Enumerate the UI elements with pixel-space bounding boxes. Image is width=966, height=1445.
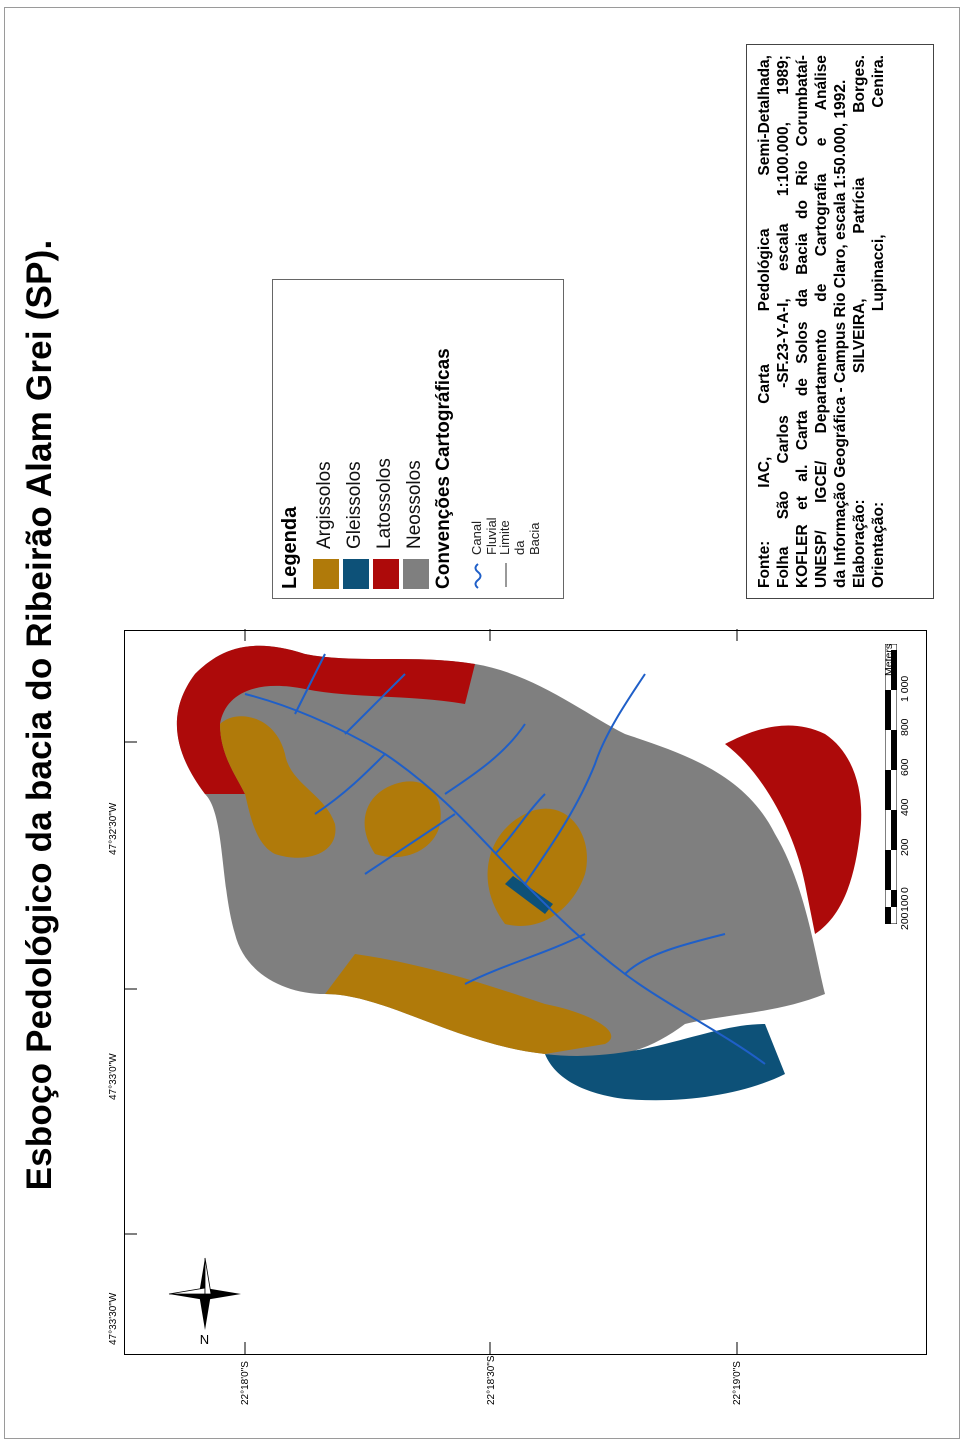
source-word: KOFLER: [794, 524, 811, 588]
source-word: Patrícia: [851, 177, 868, 234]
argissolos-region-south: [364, 781, 441, 858]
source-word: Orientação:: [870, 501, 887, 588]
source-word: 1:100.000,: [775, 122, 792, 197]
source-word: Elaboração:: [851, 499, 868, 588]
drainage-network: [244, 653, 766, 1065]
scale-unit: Meters: [883, 643, 895, 676]
source-word: Pedológica: [756, 228, 773, 312]
gleissolos-swatch: [343, 559, 369, 589]
source-word: -SF.23-Y-A-I,: [775, 298, 792, 388]
source-line-6: Elaboração: SILVEIRA, Patrícia Borges.: [850, 55, 869, 588]
gleissolos-region-center: [505, 876, 553, 914]
convention-label: Canal Fluvial: [469, 517, 499, 555]
source-word: al.: [794, 464, 811, 482]
scale-label-200a: 200: [899, 912, 911, 930]
source-word: e: [813, 137, 830, 147]
source-word: São: [775, 490, 792, 520]
argissolos-region-west: [325, 954, 612, 1054]
source-word: Carta: [756, 364, 773, 404]
scale-label-0: 0: [899, 887, 911, 893]
scale-bar-graphic: [885, 644, 897, 924]
source-word: Rio: [794, 160, 811, 186]
source-word: Carta: [794, 410, 811, 451]
legend-label: Argissolos: [314, 461, 335, 549]
legend: Legenda Argissolos Gleissolos Latossolos…: [272, 279, 564, 599]
convention-label: Limite da Bacia: [497, 520, 542, 555]
argissolos-region: [220, 716, 336, 858]
north-arrow: N: [165, 1254, 245, 1347]
source-line-2: Folha São Carlos -SF.23-Y-A-I, escala 1:…: [774, 55, 793, 588]
legend-label: Neossolos: [404, 460, 425, 549]
scale-label-100: 100: [899, 894, 911, 912]
neossolos-swatch: [403, 559, 429, 589]
source-word: de: [813, 283, 830, 302]
source-word: Carlos: [775, 415, 792, 464]
latossolos-region: [176, 645, 475, 794]
latossolos-swatch: [373, 559, 399, 589]
longitude-label-1: 47°33'30"W: [108, 1292, 119, 1345]
source-word: da Informação Geográfica - Campus Rio Cl…: [832, 79, 849, 588]
source-word: Corumbataí-: [794, 55, 811, 147]
source-line-3: KOFLER et al. Carta de Solos da Bacia do…: [793, 55, 812, 588]
source-word: et: [794, 496, 811, 510]
source-word: SILVEIRA,: [851, 298, 868, 374]
source-word: Cenira.: [870, 55, 887, 108]
source-word: Fonte:: [756, 540, 773, 588]
source-word: do: [794, 200, 811, 219]
source-word: de: [794, 378, 811, 397]
soil-map: [125, 629, 862, 1354]
longitude-label-2: 47°33'0"W: [108, 1053, 119, 1100]
source-word: Análise: [813, 55, 830, 111]
scale-label-200: 200: [899, 838, 911, 856]
scale-label-800: 800: [899, 718, 911, 736]
frame-ticks: [125, 629, 738, 1354]
compass-rose-icon: [168, 1257, 241, 1330]
source-word: Cartografia: [813, 173, 830, 257]
source-line-4: UNESP/ IGCE/ Departamento de Cartografia…: [812, 55, 831, 588]
legend-label: Latossolos: [374, 458, 395, 549]
source-line-7: Orientação: Lupinacci, Cenira.: [869, 55, 888, 588]
north-label: N: [199, 1331, 210, 1347]
scale-bar: 200 100 0 200 400 600 800 1 000 Meters: [883, 643, 915, 930]
source-word: Borges.: [851, 55, 868, 113]
latitude-label-2: 22°18'30"S: [486, 1355, 497, 1406]
source-word: escala: [775, 223, 792, 271]
thin-line-icon: [505, 563, 507, 587]
source-word: Folha: [775, 546, 792, 588]
source-word: Bacia: [794, 233, 811, 275]
map-title: Esboço Pedológico da bacia do Ribeirão A…: [20, 239, 59, 1191]
source-word: Departamento: [813, 329, 830, 434]
longitude-label-3: 47°32'30"W: [108, 802, 119, 855]
scale-label-400: 400: [899, 798, 911, 816]
gleissolos-region: [545, 1024, 785, 1101]
source-word: UNESP/: [813, 530, 830, 588]
conventions-title: Convenções Cartográficas: [433, 348, 454, 589]
scale-label-1000: 1 000: [899, 675, 911, 702]
source-line-1: Fonte: IAC, Carta Pedológica Semi-Detalh…: [755, 55, 774, 588]
source-word: Solos: [794, 321, 811, 364]
legend-label: Gleissolos: [344, 461, 365, 549]
latitude-label-1: 22°18'0"S: [240, 1361, 251, 1405]
latitude-label-3: 22°19'0"S: [732, 1361, 743, 1405]
source-word: IAC,: [756, 456, 773, 488]
source-word: 1989;: [775, 55, 792, 95]
source-line-5: da Informação Geográfica - Campus Rio Cl…: [831, 55, 850, 588]
source-word: Semi-Detalhada,: [756, 55, 773, 176]
source-word: da: [794, 289, 811, 308]
source-word: Lupinacci,: [870, 234, 887, 312]
argissolos-swatch: [313, 559, 339, 589]
latossolos-region-east: [725, 725, 862, 934]
scale-label-600: 600: [899, 758, 911, 776]
source-word: IGCE/: [813, 460, 830, 503]
map-frame: N 200 100 0 200 400 600 800 1 000 M: [124, 629, 927, 1355]
legend-title: Legenda: [279, 506, 301, 589]
wavy-blue-line-icon: [474, 563, 482, 589]
source-box: Fonte: IAC, Carta Pedológica Semi-Detalh…: [746, 44, 934, 599]
